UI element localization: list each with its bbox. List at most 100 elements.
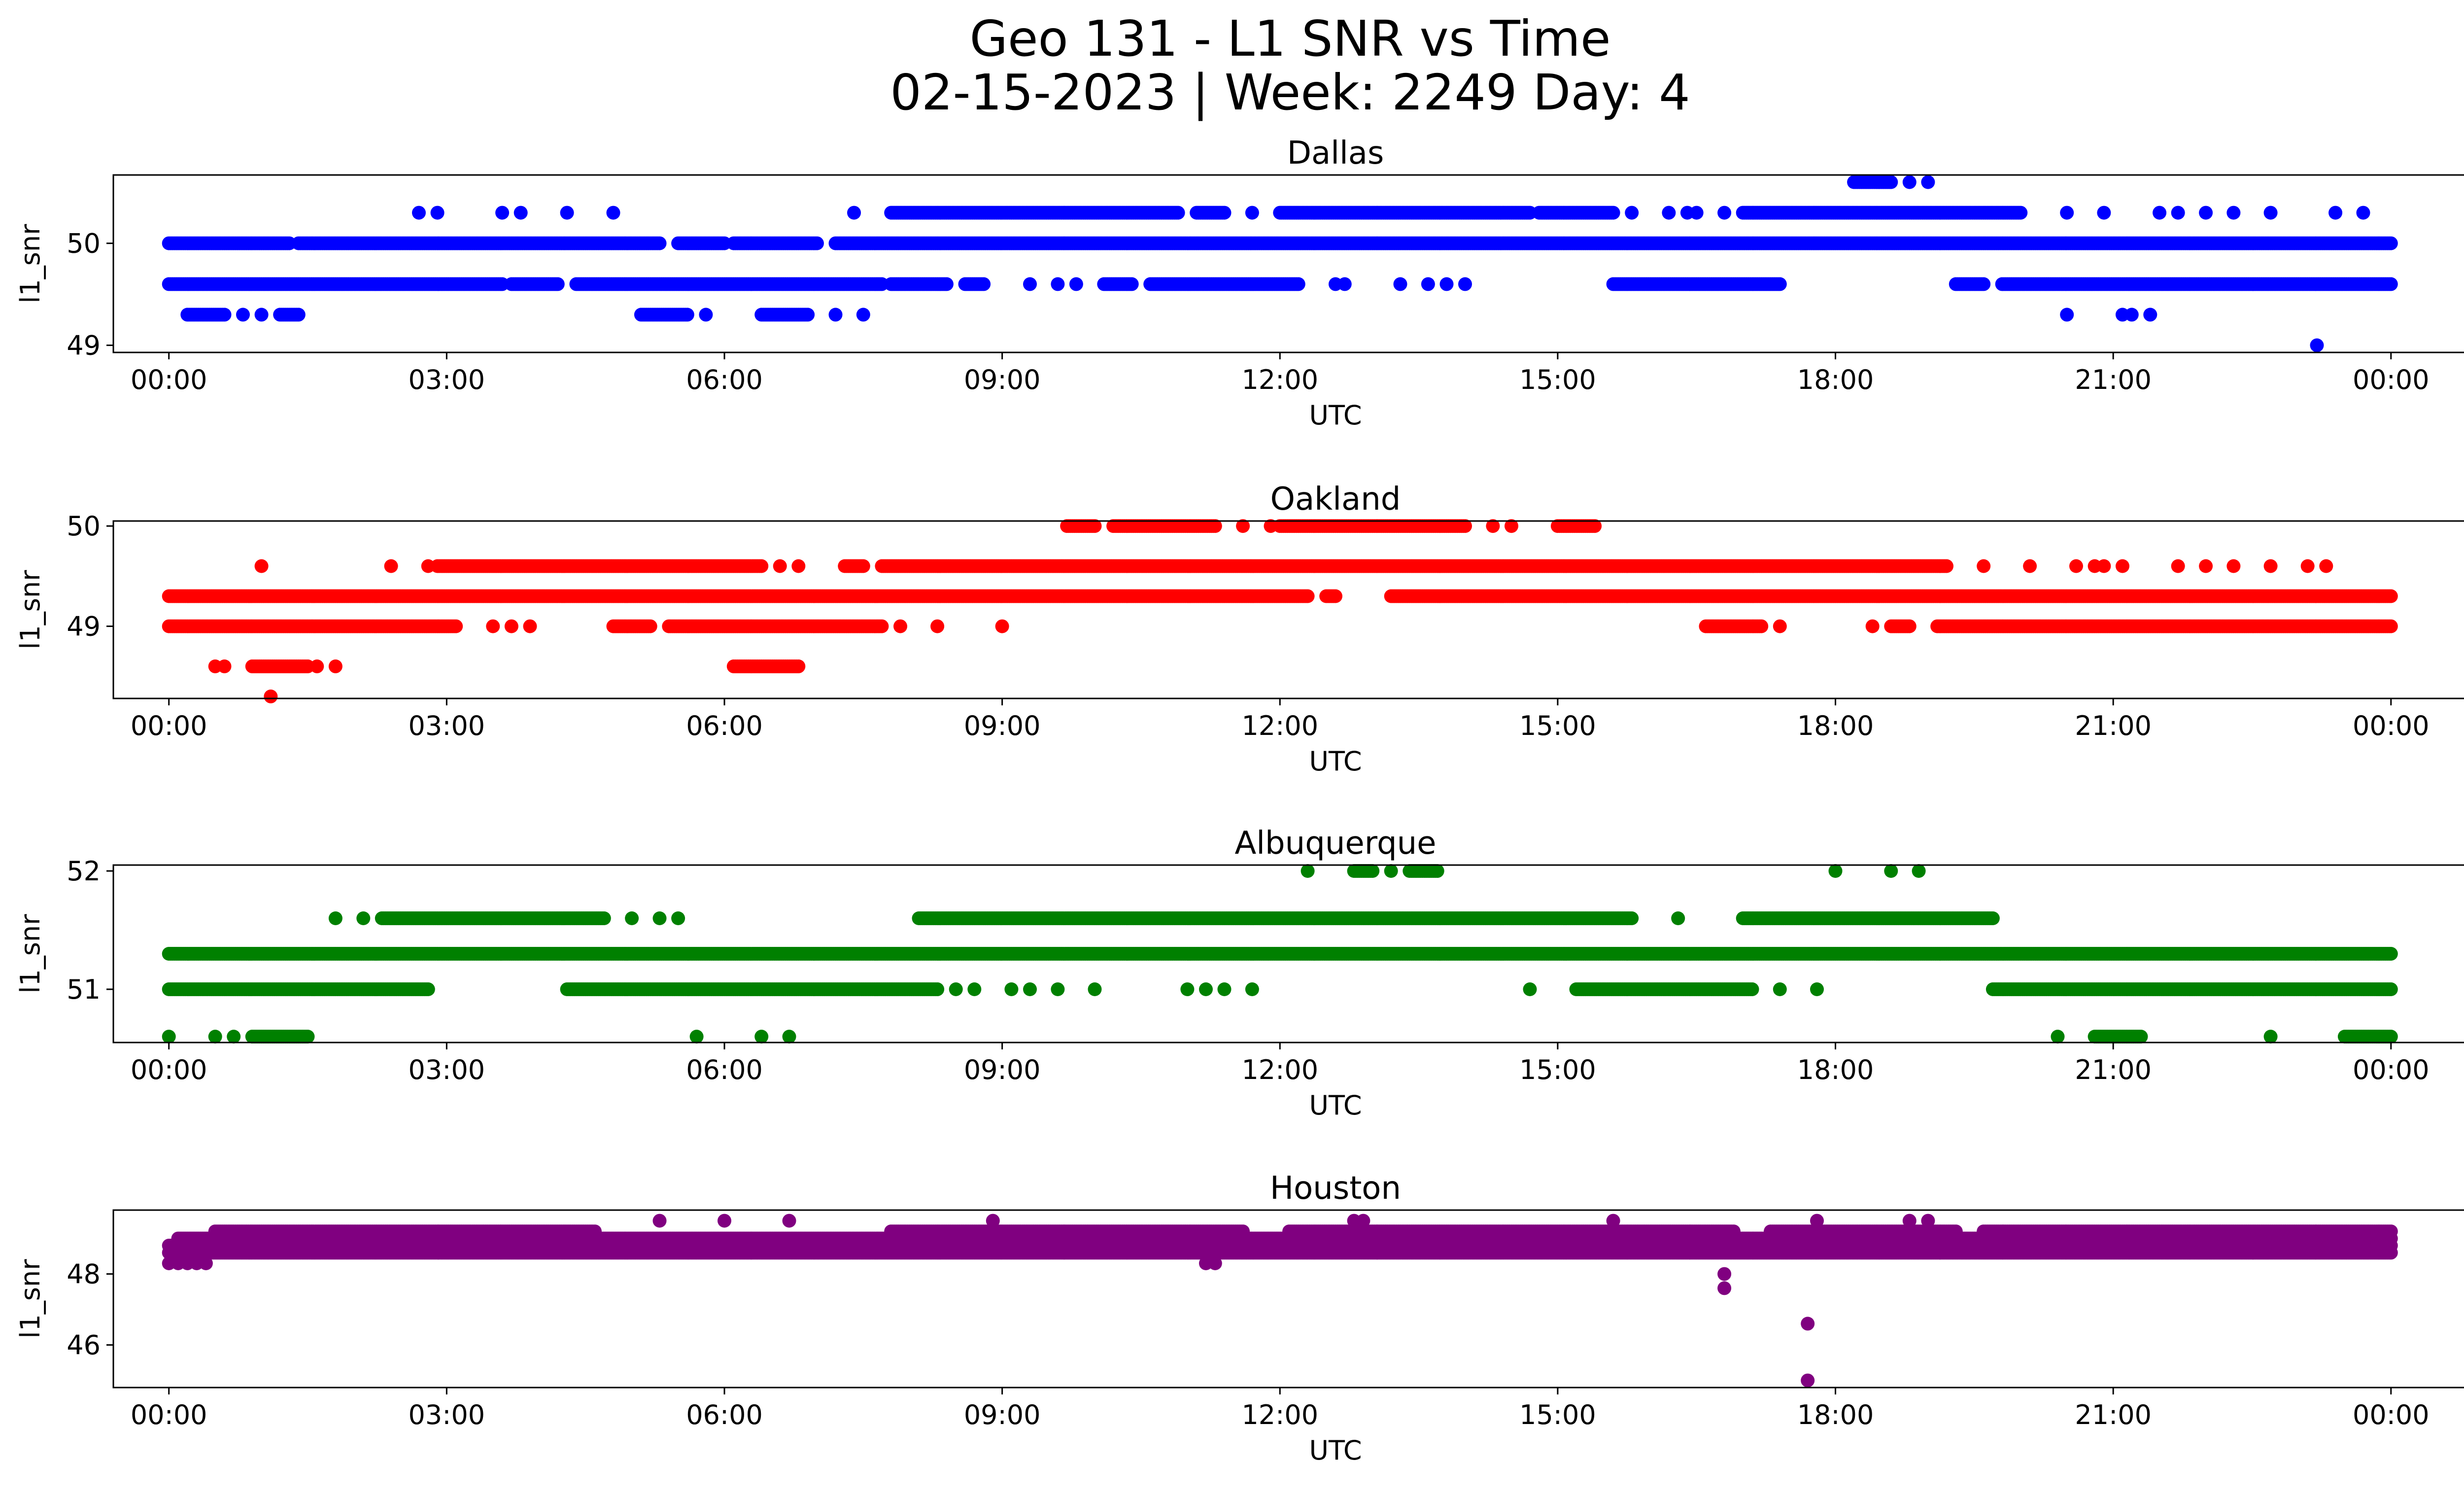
data-point: [1606, 206, 1620, 220]
data-point: [856, 308, 870, 322]
data-point: [939, 277, 954, 291]
data-point: [1662, 206, 1676, 220]
data-point: [2060, 308, 2074, 322]
data-point: [2226, 206, 2241, 220]
x-tick-label: 21:00: [2075, 364, 2152, 395]
data-point: [995, 619, 1009, 633]
axes-frame: [112, 174, 2464, 353]
data-point: [560, 206, 574, 220]
data-point: [2143, 308, 2157, 322]
data-point: [550, 277, 565, 291]
data-point: [1689, 206, 1704, 220]
data-point: [2124, 308, 2139, 322]
data-point: [430, 206, 445, 220]
x-tick-label: 09:00: [964, 364, 1041, 395]
x-tick-label: 12:00: [1241, 364, 1318, 395]
data-point: [652, 236, 667, 250]
data-point: [893, 619, 907, 633]
data-point: [2384, 589, 2398, 603]
data-point: [2356, 206, 2370, 220]
data-point: [1773, 619, 1787, 633]
figure-title-line2: 02-15-2023 | Week: 2249 Day: 4: [890, 64, 1690, 121]
data-point: [810, 236, 824, 250]
data-point: [2328, 206, 2343, 220]
data-point: [523, 619, 537, 633]
data-point: [1773, 277, 1787, 291]
data-point: [801, 308, 815, 322]
data-point: [1754, 619, 1769, 633]
data-point: [1884, 175, 1898, 189]
subplot-title: Oakland: [1270, 481, 1401, 518]
data-point: [2097, 206, 2111, 220]
data-point: [1023, 277, 1037, 291]
data-point: [2263, 206, 2278, 220]
data-point: [2310, 338, 2324, 352]
x-tick-label: 00:00: [131, 364, 207, 395]
data-point: [291, 308, 306, 322]
data-point: [2384, 236, 2398, 250]
data-point: [412, 206, 426, 220]
x-axis-label: UTC: [1309, 400, 1362, 431]
data-point: [856, 559, 870, 573]
y-tick-label: 49: [67, 330, 101, 361]
data-point: [217, 308, 232, 322]
data-point: [1245, 206, 1259, 220]
data-point: [606, 206, 620, 220]
data-point: [236, 308, 250, 322]
data-point: [1393, 277, 1407, 291]
subplot-title: Dallas: [1287, 135, 1384, 172]
data-point: [1171, 206, 1185, 220]
data-point: [1329, 589, 1342, 603]
data-point: [875, 619, 889, 633]
data-point: [2153, 206, 2167, 220]
data-point: [504, 619, 518, 633]
data-point: [847, 206, 861, 220]
y-tick-label: 50: [67, 228, 101, 259]
data-point: [1625, 206, 1639, 220]
data-point: [1069, 277, 1083, 291]
data-point: [2384, 277, 2398, 291]
x-tick-label: 06:00: [686, 364, 763, 395]
data-point: [1902, 175, 1916, 189]
data-point: [2199, 206, 2213, 220]
data-point: [699, 308, 713, 322]
data-point: [1439, 277, 1454, 291]
data-point: [754, 559, 769, 573]
data-point: [930, 619, 945, 633]
x-tick-label: 03:00: [409, 364, 485, 395]
data-point: [449, 619, 463, 633]
data-point: [1217, 206, 1232, 220]
scatter-points: [162, 519, 2398, 703]
data-point: [643, 619, 657, 633]
data-point: [495, 206, 510, 220]
data-point: [1717, 206, 1732, 220]
data-point: [1458, 277, 1472, 291]
scatter-points: [162, 175, 2398, 352]
data-point: [2014, 206, 2028, 220]
data-point: [2060, 206, 2074, 220]
data-point: [513, 206, 528, 220]
data-point: [1051, 277, 1065, 291]
data-point: [1865, 619, 1880, 633]
y-axis-label: l1_snr: [15, 224, 46, 304]
data-point: [1421, 277, 1435, 291]
x-tick-label: 00:00: [2353, 364, 2430, 395]
data-point: [1902, 619, 1916, 633]
figure-title-line1: Geo 131 - L1 SNR vs Time: [970, 10, 1611, 68]
data-point: [977, 277, 991, 291]
data-point: [1977, 277, 1991, 291]
data-point: [486, 619, 500, 633]
data-point: [1291, 277, 1305, 291]
data-point: [2384, 619, 2398, 633]
data-point: [1125, 277, 1139, 291]
data-point: [2171, 206, 2185, 220]
x-tick-label: 18:00: [1797, 364, 1874, 395]
data-point: [1300, 589, 1315, 603]
data-point: [254, 308, 269, 322]
data-point: [1337, 277, 1352, 291]
data-point: [1921, 175, 1935, 189]
